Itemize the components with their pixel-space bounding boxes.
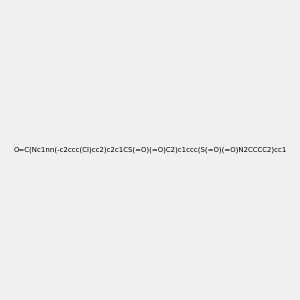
Text: O=C(Nc1nn(-c2ccc(Cl)cc2)c2c1CS(=O)(=O)C2)c1ccc(S(=O)(=O)N2CCCC2)cc1: O=C(Nc1nn(-c2ccc(Cl)cc2)c2c1CS(=O)(=O)C2…: [13, 147, 287, 153]
